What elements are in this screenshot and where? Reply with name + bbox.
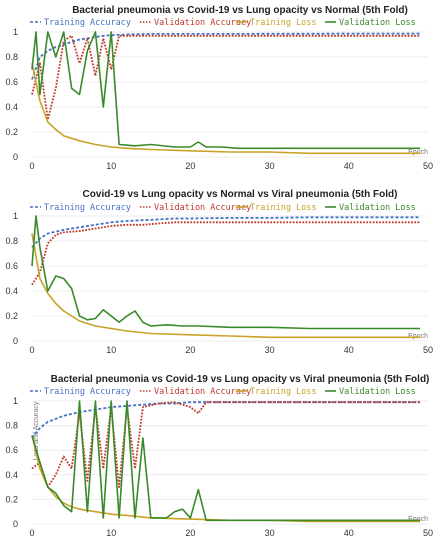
y-tick-label: 1 [13,27,18,37]
series-line-training-loss [31,233,421,339]
chart-title: Bacterial pneumonia vs Covid-19 vs Lung … [51,374,430,385]
x-tick-label: 0 [29,528,34,538]
series-line-validation-accuracy [31,401,421,489]
chart-panel-2: Covid-19 vs Lung opacity vs Normal vs Vi… [5,189,433,355]
x-tick-label: 50 [423,345,433,355]
series-line-validation-accuracy [31,34,421,121]
legend-entry: Validation Loss [339,203,416,213]
y-tick-label: 0.2 [5,311,18,321]
legend-entry: Training Accuracy [44,387,131,397]
series-line-validation-loss [31,31,421,150]
legend-entry: Validation Loss [339,18,416,28]
x-tick-label: 20 [185,345,195,355]
x-tick-label: 30 [265,528,275,538]
chart-panel-1: Bacterial pneumonia vs Covid-19 vs Lung … [5,5,433,171]
y-tick-label: 0.8 [5,236,18,246]
series-line-training-accuracy [31,216,421,248]
series-line-validation-loss [31,215,421,330]
x-tick-label: 30 [265,161,275,171]
chart-panel-3: Bacterial pneumonia vs Covid-19 vs Lung … [5,374,433,538]
x-tick-label: 20 [185,161,195,171]
y-tick-label: 0.8 [5,421,18,431]
x-tick-label: 10 [106,161,116,171]
x-tick-label: 0 [29,161,34,171]
series-line-validation-loss [31,400,421,522]
x-tick-label: 50 [423,161,433,171]
y-tick-label: 1 [13,396,18,406]
x-tick-label: 10 [106,345,116,355]
y-tick-label: 0.6 [5,261,18,271]
y-tick-label: 0.6 [5,77,18,87]
y-tick-label: 0.8 [5,52,18,62]
y-tick-label: 0.4 [5,102,18,112]
y-tick-label: 0.2 [5,494,18,504]
series-line-training-accuracy [31,401,421,439]
legend-entry: Training Accuracy [44,18,131,28]
y-tick-label: 1 [13,211,18,221]
legend-entry: Validation Accuracy [154,203,251,213]
series-line-training-accuracy [31,32,421,80]
legend-entry: Validation Accuracy [154,387,251,397]
series-line-validation-accuracy [31,221,421,286]
y-tick-label: 0 [13,152,18,162]
y-tick-label: 0 [13,336,18,346]
x-tick-label: 20 [185,528,195,538]
chart-title: Covid-19 vs Lung opacity vs Normal vs Vi… [83,189,398,200]
y-tick-label: 0.6 [5,445,18,455]
legend-entry: Validation Loss [339,387,416,397]
legend-entry: Validation Accuracy [154,18,251,28]
x-tick-label: 30 [265,345,275,355]
x-tick-label: 10 [106,528,116,538]
y-tick-label: 0 [13,519,18,529]
legend-entry: Training Accuracy [44,203,131,213]
y-tick-label: 0.4 [5,470,18,480]
x-tick-label: 40 [344,345,354,355]
y-axis-label: Loss and Accuracy [33,401,40,460]
legend-entry: Training Loss [250,203,317,213]
y-tick-label: 0.2 [5,127,18,137]
legend-entry: Training Loss [250,18,317,28]
chart-title: Bacterial pneumonia vs Covid-19 vs Lung … [72,5,408,16]
x-tick-label: 50 [423,528,433,538]
legend-entry: Training Loss [250,387,317,397]
series-line-training-loss [31,63,421,155]
x-tick-label: 40 [344,528,354,538]
y-tick-label: 0.4 [5,286,18,296]
x-tick-label: 0 [29,345,34,355]
x-tick-label: 40 [344,161,354,171]
